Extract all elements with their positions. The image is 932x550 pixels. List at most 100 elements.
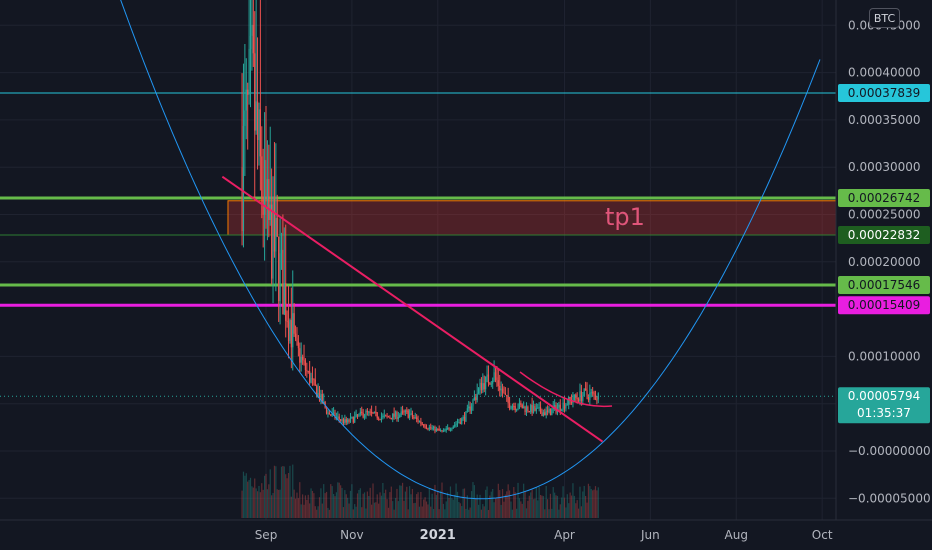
candle-body xyxy=(321,394,323,404)
candle-body xyxy=(539,407,542,413)
volume-bar xyxy=(248,480,250,518)
candle-body xyxy=(576,397,578,399)
candle-body xyxy=(521,405,523,409)
zone-rect xyxy=(227,200,837,236)
x-tick-label: Apr xyxy=(554,528,575,542)
volume-bar xyxy=(561,497,563,518)
candle-body xyxy=(486,374,488,377)
volume-bar xyxy=(458,501,460,518)
candle-body xyxy=(593,392,595,395)
candle-body xyxy=(559,404,561,411)
candle-body xyxy=(513,406,515,408)
volume-bar xyxy=(309,503,311,518)
candle-body xyxy=(341,419,343,421)
volume-bar xyxy=(383,493,385,518)
last-price-label: 0.00005794 xyxy=(848,389,921,403)
candle-body xyxy=(431,428,433,430)
candle-body xyxy=(561,410,563,412)
candle-body xyxy=(503,392,505,394)
cup-curve xyxy=(120,0,821,500)
candle-body xyxy=(499,385,501,391)
x-tick-label: Nov xyxy=(340,528,363,542)
candle-body xyxy=(442,430,445,432)
price-badge-label: 0.00015409 xyxy=(848,298,921,312)
candle-body xyxy=(565,404,567,409)
price-badge xyxy=(838,189,930,208)
candle-body xyxy=(424,426,426,428)
y-tick-label: 0.00030000 xyxy=(848,160,921,174)
volume-bar xyxy=(517,482,519,518)
volume-bar xyxy=(283,466,285,518)
candle-body xyxy=(524,406,526,412)
volume-bar xyxy=(344,490,346,518)
volume-bar xyxy=(475,498,477,518)
volume-bar xyxy=(478,504,480,518)
volume-bar xyxy=(411,488,414,518)
candle-body xyxy=(372,412,374,414)
volume-bar xyxy=(273,465,276,518)
volume-bar xyxy=(493,502,495,518)
volume-bar xyxy=(573,495,575,518)
volume-bar xyxy=(338,482,340,518)
volume-bar xyxy=(311,490,314,518)
volume-bar xyxy=(541,495,543,518)
volume-bar xyxy=(247,481,249,518)
volume-bar xyxy=(444,509,446,518)
volume-bar xyxy=(445,501,447,518)
candle-body xyxy=(531,405,533,414)
candle-body xyxy=(452,426,454,429)
volume-bar xyxy=(379,492,381,518)
volume-bar xyxy=(306,499,308,518)
candle-body xyxy=(376,412,378,419)
price-badge-label: 0.00022832 xyxy=(848,228,921,242)
volume-bar xyxy=(456,491,459,518)
y-tick-label: 0.00010000 xyxy=(848,349,921,363)
volume-bar xyxy=(497,483,499,518)
candle-body xyxy=(275,217,277,252)
candle-body xyxy=(439,430,442,432)
volume-bar xyxy=(513,487,515,518)
price-badge-label: 0.00037839 xyxy=(848,86,921,100)
volume-bar xyxy=(410,494,412,518)
volume-bar xyxy=(441,482,443,518)
candle-body xyxy=(292,313,294,348)
candle-body xyxy=(451,428,453,430)
volume-bar xyxy=(421,506,423,518)
candle-body xyxy=(489,383,491,385)
volume-bar xyxy=(528,495,530,518)
candle-body xyxy=(458,422,460,424)
candle-body xyxy=(549,408,552,416)
volume-bar xyxy=(399,485,401,518)
volume-bar xyxy=(562,486,564,518)
volume-bar xyxy=(300,504,302,518)
candle-body xyxy=(271,204,273,279)
candle-body xyxy=(400,411,402,416)
candle-body xyxy=(476,393,478,400)
volume-bar xyxy=(328,509,330,518)
volume-bar xyxy=(368,495,370,518)
price-level-lines xyxy=(0,92,836,307)
volume-bar xyxy=(354,504,356,518)
currency-button[interactable]: BTC xyxy=(869,8,900,28)
candle-body xyxy=(470,406,473,411)
candle-body xyxy=(358,414,360,416)
volume-bar xyxy=(542,496,544,518)
volume-bar xyxy=(256,491,259,518)
volume-bar xyxy=(590,488,592,518)
candle-body xyxy=(544,412,546,416)
time-axis[interactable]: Sep Nov 2021 Apr Jun Aug Oct xyxy=(255,528,833,543)
candle-body xyxy=(251,24,253,36)
volume-bar xyxy=(434,484,436,518)
volume-bar xyxy=(473,485,475,518)
candle-body xyxy=(461,418,463,424)
volume-bar xyxy=(362,493,364,518)
volume-bar xyxy=(282,466,284,518)
volume-bar xyxy=(587,483,590,518)
candle-body xyxy=(504,392,506,395)
volume-bar xyxy=(407,509,409,518)
volume-bar xyxy=(586,502,588,518)
candle-body xyxy=(566,404,568,406)
volume-bar xyxy=(582,491,584,518)
volume-bar xyxy=(245,473,247,518)
